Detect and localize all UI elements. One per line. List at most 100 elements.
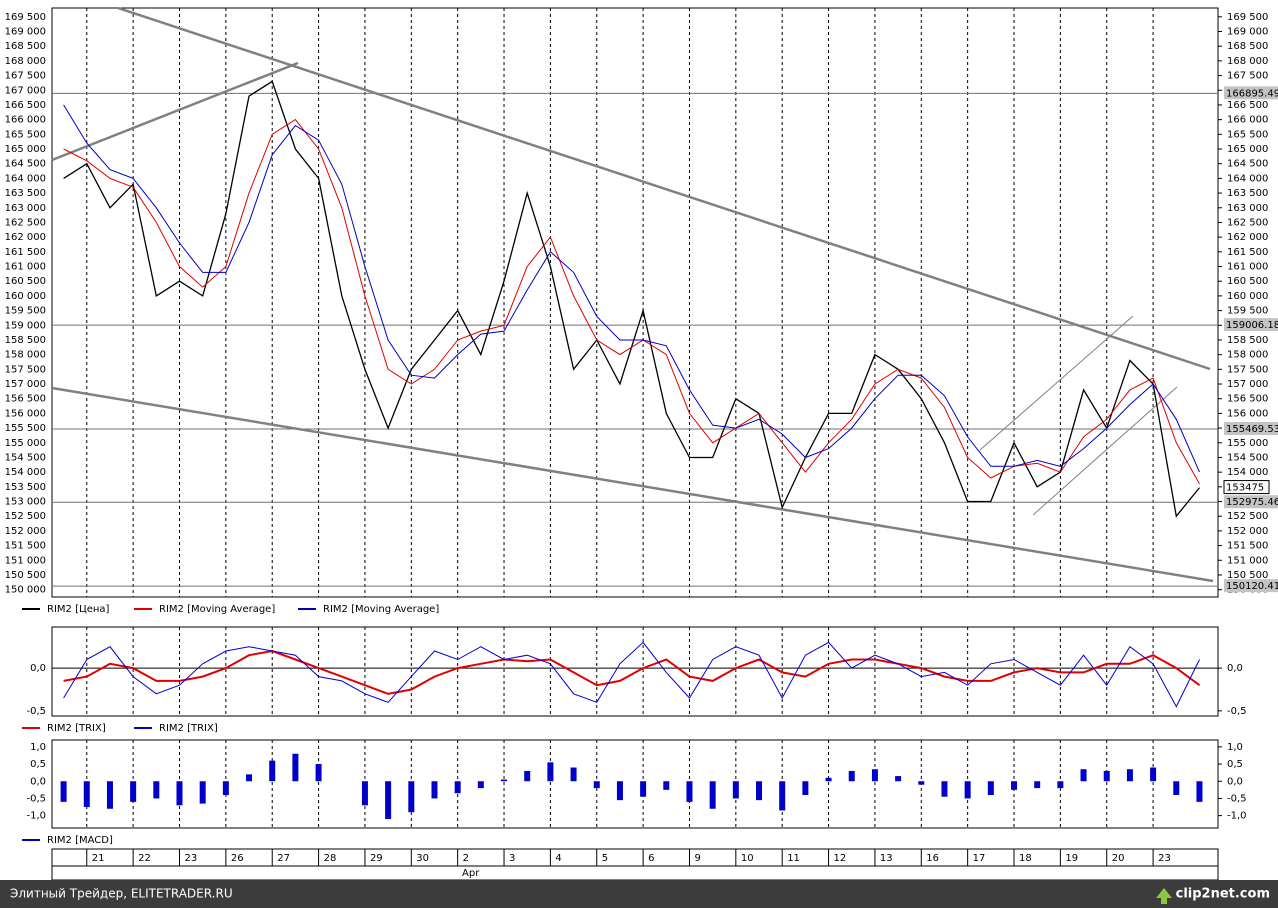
channel-line	[1032, 386, 1178, 516]
x-tick-label: 9	[694, 853, 700, 864]
macd-bar	[756, 781, 763, 801]
macd-bar	[640, 781, 647, 797]
y-tick-label-left: 154 000	[5, 467, 46, 478]
month-label: Apr	[462, 868, 480, 879]
legend-label: RIM2 [TRIX]	[47, 723, 106, 734]
level-box	[1224, 579, 1278, 593]
y-tick-label-left: 156 000	[5, 408, 46, 419]
channel-line	[979, 315, 1134, 451]
macd-bar	[941, 781, 948, 797]
y-tick-label-right: 156 000	[1227, 408, 1268, 419]
y-tick-label-left: 153 000	[5, 497, 46, 508]
y-tick-label-left: 163 500	[5, 188, 46, 199]
macd-bar	[454, 781, 461, 794]
legend-label: RIM2 [MACD]	[47, 835, 113, 846]
x-tick-label: 20	[1112, 853, 1125, 864]
y-tick-label-right: 162 500	[1227, 217, 1268, 228]
y-tick-label-left: 1,0	[30, 742, 46, 753]
x-tick-label: 6	[648, 853, 654, 864]
legend-label: RIM2 [TRIX]	[159, 723, 218, 734]
y-tick-label-right: 150 500	[1227, 570, 1268, 581]
x-tick-label: 12	[834, 853, 847, 864]
macd-bar	[547, 762, 554, 782]
macd-bar	[895, 776, 902, 782]
x-tick-label: 10	[741, 853, 754, 864]
y-tick-label-right: 165 000	[1227, 144, 1268, 155]
y-tick-label-left: 161 500	[5, 247, 46, 258]
y-tick-label-right: 165 500	[1227, 129, 1268, 140]
y-tick-label-right: 161 500	[1227, 247, 1268, 258]
y-tick-label-left: 169 000	[5, 27, 46, 38]
y-tick-label-left: 166 000	[5, 115, 46, 126]
y-tick-label-left: 162 000	[5, 232, 46, 243]
y-tick-label-left: 152 500	[5, 511, 46, 522]
macd-bar	[964, 781, 971, 799]
y-tick-label-left: 150 500	[5, 570, 46, 581]
macd-bar	[1196, 781, 1203, 802]
y-tick-label-left: 160 000	[5, 291, 46, 302]
macd-bar	[1173, 781, 1180, 795]
y-tick-label-left: 169 500	[5, 12, 46, 23]
x-tick-label: 27	[277, 853, 290, 864]
macd-bar	[199, 781, 206, 804]
y-tick-label-left: 156 500	[5, 394, 46, 405]
y-tick-label-left: -0,5	[26, 793, 46, 804]
y-tick-label-right: 157 000	[1227, 379, 1268, 390]
macd-bar	[1103, 770, 1110, 782]
x-tick-label: 11	[787, 853, 800, 864]
macd-bar	[1126, 769, 1133, 782]
y-tick-label-right: 0,0	[1227, 663, 1243, 674]
y-tick-label-right: 158 500	[1227, 335, 1268, 346]
y-tick-label-right: 163 500	[1227, 188, 1268, 199]
channel-lines	[979, 315, 1178, 516]
y-tick-label-right: 152 000	[1227, 526, 1268, 537]
footer-right: clip2net.com	[1176, 887, 1270, 902]
macd-bar	[385, 781, 392, 820]
x-tick-label: 26	[231, 853, 244, 864]
y-tick-label-right: 169 500	[1227, 12, 1268, 23]
y-tick-label-right: 166 500	[1227, 100, 1268, 111]
level-label: 166895.49	[1226, 88, 1278, 99]
y-tick-label-left: 159 500	[5, 306, 46, 317]
y-tick-label-left: 168 000	[5, 56, 46, 67]
y-tick-label-left: 0,0	[30, 776, 46, 787]
series-line	[63, 104, 1200, 473]
macd-bar	[848, 770, 855, 782]
clip2net-icon	[1156, 888, 1172, 904]
y-tick-label-left: 158 000	[5, 350, 46, 361]
macd-bar	[176, 781, 183, 806]
x-tick-label: 17	[973, 853, 986, 864]
x-tick-label: 5	[602, 853, 608, 864]
x-tick-label: 28	[324, 853, 337, 864]
macd-bar	[315, 764, 322, 782]
macd-bar	[663, 781, 670, 790]
y-tick-label-left: 168 500	[5, 41, 46, 52]
trend-line	[51, 386, 1214, 583]
y-tick-label-right: 160 500	[1227, 276, 1268, 287]
x-tick-label: 22	[138, 853, 151, 864]
x-tick-label: 2	[463, 853, 469, 864]
y-tick-label-left: 159 000	[5, 320, 46, 331]
y-tick-label-left: 0,5	[30, 759, 46, 770]
legend-label: RIM2 [Цена]	[47, 604, 110, 615]
legend-label: RIM2 [Moving Average]	[323, 604, 439, 615]
y-tick-label-left: 166 500	[5, 100, 46, 111]
macd-bar	[269, 760, 276, 782]
x-tick-label: 13	[880, 853, 893, 864]
macd-bar	[779, 781, 786, 811]
last-price-label: 153475	[1226, 483, 1264, 494]
y-tick-label-right: 151 500	[1227, 541, 1268, 552]
macd-bar	[501, 779, 508, 782]
y-tick-label-left: 150 000	[5, 585, 46, 596]
x-tick-label: 21	[92, 853, 105, 864]
y-tick-label-right: 168 000	[1227, 56, 1268, 67]
macd-bar	[1057, 781, 1064, 789]
macd-bar	[825, 777, 832, 782]
macd-bar	[222, 781, 229, 795]
level-box	[1224, 86, 1278, 100]
macd-bar	[871, 769, 878, 782]
y-tick-label-left: 155 000	[5, 438, 46, 449]
y-tick-label-right: 161 000	[1227, 262, 1268, 273]
macd-bar	[408, 781, 415, 813]
